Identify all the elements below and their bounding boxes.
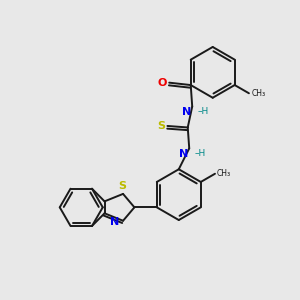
Text: O: O [158, 78, 167, 88]
Text: S: S [157, 121, 165, 131]
Text: CH₃: CH₃ [251, 89, 266, 98]
Text: –H: –H [198, 107, 209, 116]
Text: –H: –H [195, 149, 206, 158]
Text: N: N [110, 217, 119, 227]
Text: N: N [179, 149, 189, 159]
Text: CH₃: CH₃ [217, 169, 231, 178]
Text: N: N [182, 107, 192, 117]
Text: S: S [118, 181, 127, 191]
